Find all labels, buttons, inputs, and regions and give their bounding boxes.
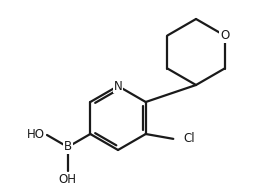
Text: OH: OH [59, 173, 77, 186]
Text: Cl: Cl [183, 132, 195, 145]
Text: HO: HO [27, 128, 45, 142]
Text: O: O [220, 29, 229, 42]
Text: N: N [114, 79, 122, 93]
Text: B: B [64, 141, 72, 153]
